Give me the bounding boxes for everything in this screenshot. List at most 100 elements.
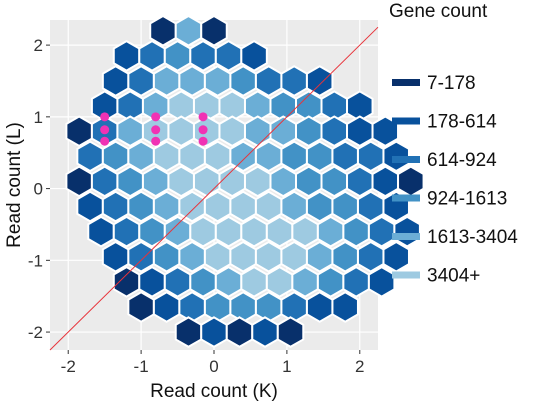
hex-bin <box>342 265 370 298</box>
hex-bin <box>295 165 323 198</box>
hex-bin <box>305 65 334 97</box>
hex-bin <box>305 240 334 273</box>
hex-bin <box>167 165 195 198</box>
hex-bin <box>203 65 232 97</box>
highlight-point <box>198 125 208 135</box>
legend-label: 1613-3404 <box>427 227 518 248</box>
hex-bin <box>167 115 195 148</box>
hex-bin <box>331 140 359 173</box>
x-axis-title: Read count (K) <box>150 381 278 402</box>
legend-label: 3404+ <box>427 266 480 287</box>
hex-bin <box>243 165 272 198</box>
hex-bin <box>116 165 144 198</box>
hex-bin <box>316 215 345 248</box>
highlight-point <box>100 136 110 146</box>
hex-bin <box>331 291 359 323</box>
hex-bin <box>65 115 93 148</box>
hex-bin <box>152 65 181 97</box>
hex-bin <box>254 65 283 97</box>
hex-bin <box>138 215 166 248</box>
hex-bin <box>214 39 243 72</box>
hex-bin <box>127 291 155 323</box>
x-tick-label: 1 <box>282 357 291 376</box>
hex-bin <box>291 215 319 248</box>
hex-bin <box>346 165 374 198</box>
hex-bin <box>127 140 155 173</box>
hex-bin <box>101 140 130 173</box>
hex-bin <box>152 140 181 173</box>
hex-bin <box>371 165 400 198</box>
hex-bin <box>280 190 308 223</box>
highlight-point <box>100 125 110 135</box>
hex-bin <box>382 240 410 273</box>
hex-bin <box>112 215 141 248</box>
hex-bin <box>356 140 385 173</box>
hex-bin <box>152 190 181 223</box>
legend-swatch <box>392 194 420 202</box>
legend-label: 7-178 <box>427 73 476 94</box>
hex-bin <box>291 265 319 298</box>
hex-bin <box>240 215 268 248</box>
hex-bin <box>305 291 334 323</box>
x-tick-label: -1 <box>134 357 149 376</box>
hex-bin <box>225 316 254 348</box>
hex-bin <box>178 240 206 273</box>
hex-bin <box>331 190 359 223</box>
hex-bin <box>280 240 308 273</box>
hex-bin <box>305 140 334 173</box>
legend-items: 7-178 178-614 614-924 924-1613 1613-3404 3404… <box>392 73 518 287</box>
reference-line <box>49 26 379 351</box>
hex-bin <box>305 190 334 223</box>
hex-bin <box>189 215 217 248</box>
hex-bin <box>200 316 228 348</box>
hex-bin <box>320 115 349 148</box>
hex-bin <box>163 215 192 248</box>
hex-bin <box>192 165 221 198</box>
hex-bin <box>203 190 232 223</box>
hex-bin <box>174 316 203 348</box>
hex-bin <box>163 265 192 298</box>
hex-bin <box>174 14 203 47</box>
hex-bin <box>367 215 396 248</box>
hex-bin <box>178 190 206 223</box>
x-tick-label: 0 <box>209 357 218 376</box>
highlight-point <box>151 136 161 146</box>
legend-label: 924-1613 <box>427 189 507 210</box>
hex-bin <box>101 65 130 97</box>
highlight-point <box>100 112 110 122</box>
hex-bin <box>280 140 308 173</box>
hex-bin <box>276 316 305 348</box>
hex-bin <box>189 39 217 72</box>
hex-bin <box>101 190 130 223</box>
reference-line-group <box>49 26 379 351</box>
hex-bin <box>243 115 272 148</box>
x-tick-label: -2 <box>61 357 76 376</box>
highlight-point <box>151 112 161 122</box>
x-axis-ticks: -2 -1 0 1 2 <box>61 350 365 376</box>
legend-swatch <box>392 117 420 125</box>
hex-bin <box>152 240 181 273</box>
hex-bin <box>269 165 297 198</box>
hex-bin <box>346 115 374 148</box>
hex-bin <box>342 215 370 248</box>
hex-bin <box>320 165 349 198</box>
hexagon-bins <box>65 14 425 348</box>
hex-bin <box>76 190 104 223</box>
y-axis-ticks: -2 -1 0 1 2 <box>28 36 50 342</box>
hex-bin <box>251 316 279 348</box>
highlight-point <box>151 125 161 135</box>
hex-bin <box>141 165 170 198</box>
y-tick-label: 0 <box>34 180 43 199</box>
hex-bin <box>397 165 425 198</box>
hex-bin <box>65 165 93 198</box>
legend: Gene count 7-178 178-614 614-924 924-1613 16… <box>389 1 518 287</box>
y-tick-label: -1 <box>28 251 43 270</box>
hex-bin <box>240 265 268 298</box>
highlight-points <box>100 112 208 146</box>
legend-title: Gene count <box>389 1 488 22</box>
hex-bin <box>138 39 166 72</box>
hex-bin <box>127 65 155 97</box>
hex-bin <box>178 65 206 97</box>
hex-bin <box>229 240 257 273</box>
